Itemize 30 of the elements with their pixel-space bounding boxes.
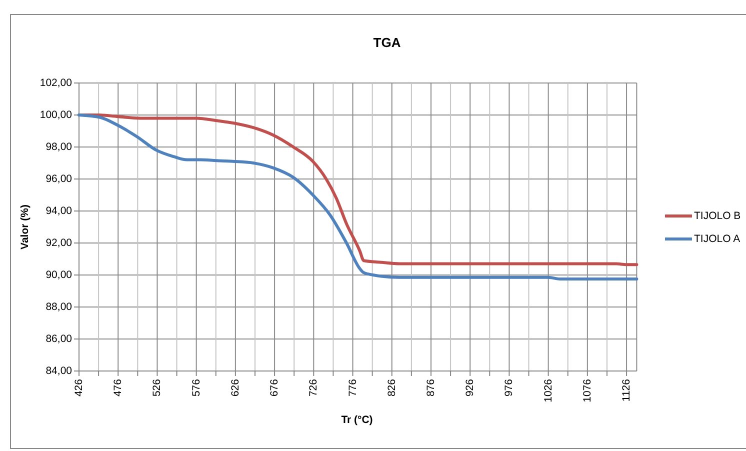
x-axis-title: Tr (°C)	[341, 414, 373, 426]
x-tick-label: 1026	[542, 378, 554, 402]
x-tick-label: 476	[112, 378, 124, 397]
y-tick-label: 88,00	[46, 301, 72, 313]
x-tick-label: 426	[73, 378, 85, 397]
x-tick-label: 926	[464, 378, 476, 397]
x-tick-label: 1076	[581, 378, 594, 402]
y-tick-label: 84,00	[46, 365, 72, 377]
x-tick-label: 976	[503, 378, 516, 397]
y-tick-label: 98,00	[46, 141, 72, 153]
legend-label: TIJOLO A	[694, 233, 740, 245]
x-tick-label: 876	[424, 378, 437, 397]
y-tick-label: 92,00	[46, 237, 72, 249]
x-tick-label: 826	[386, 378, 398, 397]
x-tick-label: 726	[308, 378, 320, 397]
x-tick-label: 776	[346, 378, 359, 397]
y-axis-title: Valor (%)	[19, 204, 31, 250]
y-tick-label: 90,00	[46, 269, 72, 281]
y-tick-label: 102,00	[40, 77, 72, 89]
y-tick-label: 100,00	[40, 109, 72, 121]
x-tick-label: 526	[151, 378, 164, 397]
x-tick-label: 626	[229, 378, 242, 397]
y-tick-label: 96,00	[46, 173, 72, 185]
y-tick-label: 94,00	[46, 205, 72, 217]
legend-label: TIJOLO B	[694, 210, 741, 222]
x-tick-label: 576	[190, 378, 202, 397]
chart-title: TGA	[373, 35, 402, 50]
x-tick-label: 1126	[620, 378, 633, 402]
x-tick-label: 676	[268, 378, 281, 397]
y-tick-label: 86,00	[46, 333, 72, 345]
